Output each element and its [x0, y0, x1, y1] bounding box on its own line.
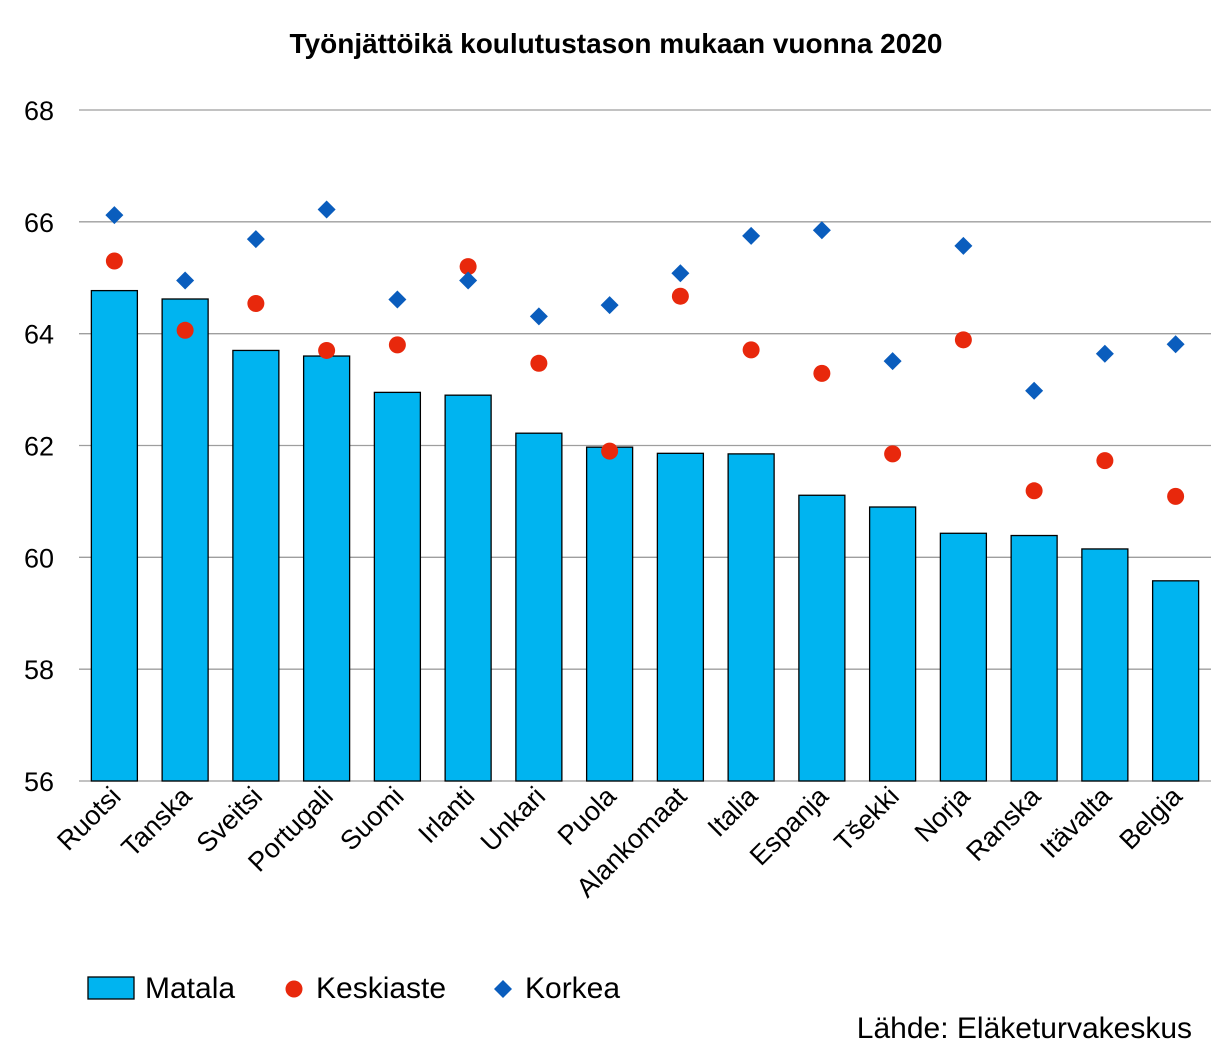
x-tick-label: Tšekki — [828, 781, 904, 857]
point-korkea-3 — [317, 200, 336, 219]
x-tick-label: Espanja — [744, 780, 835, 871]
legend: Matala Keskiaste Korkea — [87, 972, 620, 1005]
x-tick-label: Norja — [909, 780, 977, 848]
point-keskiaste-6 — [530, 354, 548, 372]
bar-matala-8 — [656, 452, 705, 782]
source-note: Lähde: Eläketurvakeskus — [857, 1012, 1192, 1045]
x-tick-label: Suomi — [334, 781, 409, 856]
bar-matala-7 — [585, 446, 634, 782]
point-keskiaste-11 — [884, 445, 902, 463]
point-korkea-10 — [812, 221, 831, 240]
point-korkea-1 — [176, 271, 195, 290]
point-keskiaste-8 — [671, 287, 689, 305]
bar-matala-5 — [444, 394, 492, 782]
y-tick-label: 58 — [24, 655, 54, 685]
point-keskiaste-3 — [318, 341, 336, 359]
point-korkea-5 — [459, 271, 478, 290]
bar-matala-6 — [515, 432, 563, 782]
x-tick-label: Unkari — [475, 781, 551, 857]
bar-matala-9 — [727, 453, 775, 782]
bar-matala-2 — [232, 349, 280, 782]
point-korkea-0 — [105, 206, 124, 225]
x-tick-label: Irlanti — [412, 781, 480, 849]
bar-matala-0 — [90, 289, 139, 782]
x-tick-label: Ranska — [960, 780, 1047, 867]
legend-label-keskiaste: Keskiaste — [316, 972, 446, 1005]
point-korkea-15 — [1166, 335, 1185, 354]
point-keskiaste-1 — [176, 321, 194, 339]
legend-swatch-matala — [87, 976, 135, 1000]
x-tick-label: Italia — [702, 780, 764, 842]
bar-matala-10 — [798, 494, 846, 782]
legend-swatch-korkea — [494, 980, 512, 998]
bar-matala-15 — [1151, 580, 1200, 782]
point-keskiaste-14 — [1096, 452, 1114, 470]
x-tick-label: Belgia — [1114, 780, 1189, 855]
y-tick-label: 64 — [24, 320, 54, 350]
x-tick-label: Itävalta — [1034, 780, 1117, 863]
point-korkea-13 — [1025, 381, 1044, 400]
y-tick-label: 66 — [24, 208, 54, 238]
point-korkea-2 — [246, 230, 265, 249]
bar-matala-13 — [1010, 534, 1058, 782]
y-axis-tick-labels: 56 58 60 62 64 66 68 — [24, 96, 54, 797]
point-korkea-7 — [600, 296, 619, 315]
point-korkea-14 — [1095, 344, 1114, 363]
bars-matala — [90, 289, 1200, 782]
point-keskiaste-15 — [1167, 487, 1185, 505]
x-tick-label: Tanska — [116, 780, 198, 862]
point-keskiaste-12 — [954, 331, 972, 349]
point-korkea-12 — [954, 236, 973, 255]
bar-matala-4 — [373, 391, 422, 782]
point-keskiaste-9 — [742, 341, 760, 359]
point-keskiaste-2 — [247, 294, 265, 312]
x-tick-label: Ruotsi — [51, 781, 126, 856]
point-korkea-11 — [883, 352, 902, 371]
bar-matala-12 — [939, 532, 988, 782]
y-tick-label: 62 — [24, 432, 54, 462]
bar-matala-3 — [302, 355, 351, 782]
chart-title: Työnjättöikä koulutustason mukaan vuonna… — [290, 28, 943, 59]
points-korkea — [105, 200, 1185, 400]
bar-matala-11 — [868, 506, 917, 782]
point-keskiaste-4 — [388, 336, 406, 354]
y-tick-label: 60 — [24, 543, 54, 573]
point-keskiaste-0 — [105, 252, 123, 270]
legend-label-korkea: Korkea — [525, 972, 620, 1005]
point-korkea-4 — [388, 290, 407, 309]
point-keskiaste-7 — [601, 442, 619, 460]
y-tick-label: 68 — [24, 96, 54, 126]
point-keskiaste-10 — [813, 364, 831, 382]
points-keskiaste — [105, 252, 1185, 505]
point-keskiaste-13 — [1025, 482, 1043, 500]
point-keskiaste-5 — [459, 258, 477, 276]
legend-swatch-keskiaste — [285, 980, 303, 998]
legend-label-matala: Matala — [145, 972, 235, 1005]
bar-matala-14 — [1081, 548, 1129, 782]
point-korkea-9 — [742, 226, 761, 245]
y-tick-label: 56 — [24, 767, 54, 797]
point-korkea-8 — [671, 264, 690, 283]
point-korkea-6 — [529, 307, 548, 326]
bar-matala-1 — [161, 298, 209, 782]
